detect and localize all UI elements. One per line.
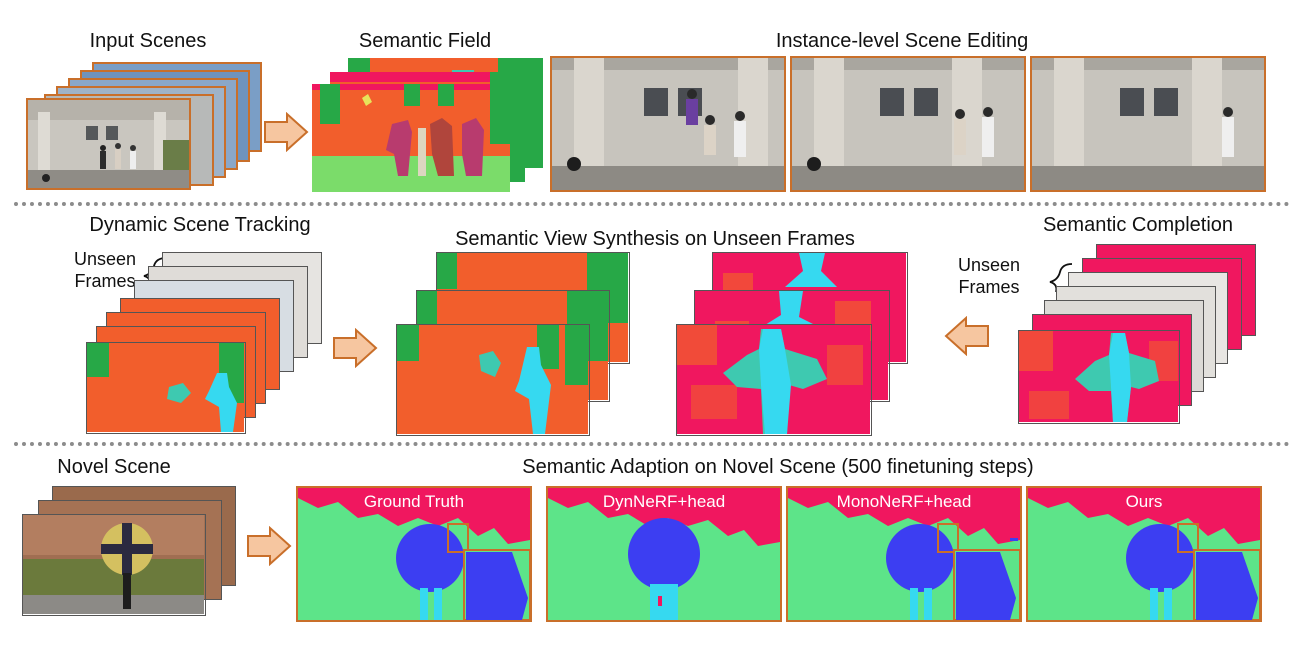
arrow-left-icon	[944, 316, 989, 356]
panel-title: DynNeRF+head	[602, 492, 726, 511]
input-scenes-label: Input Scenes	[89, 30, 207, 52]
panel-ground-truth: Ground Truth	[296, 486, 532, 622]
separator-2	[14, 442, 1290, 446]
tracking-frame-front	[86, 342, 246, 434]
semantic-completion-label: Semantic Completion	[1042, 214, 1234, 236]
arrow-right-icon	[247, 526, 292, 566]
novel-frame-front	[22, 514, 206, 616]
arrow-right-icon	[264, 112, 309, 152]
unseen-frames-left-label: Unseen Frames	[74, 249, 137, 291]
editing-frame-1	[550, 56, 786, 192]
input-frame-front	[26, 98, 191, 190]
dynamic-tracking-label: Dynamic Scene Tracking	[89, 214, 311, 236]
editing-frame-2	[790, 56, 1026, 192]
synthesis-frame-front	[396, 324, 590, 436]
instance-editing-label: Instance-level Scene Editing	[775, 30, 1029, 52]
editing-frame-3	[1030, 56, 1266, 192]
view-synthesis-label: Semantic View Synthesis on Unseen Frames	[455, 228, 855, 250]
panel-ours: Ours	[1026, 486, 1262, 622]
panel-dynnerf: DynNeRF+head	[546, 486, 782, 622]
separator-1	[14, 202, 1290, 206]
panel-title: MonoNeRF+head	[836, 492, 972, 511]
completion-frame-front	[1018, 330, 1180, 424]
arrow-right-icon	[333, 328, 378, 368]
brace-icon	[1049, 263, 1073, 293]
panel-mononerf: MonoNeRF+head	[786, 486, 1022, 622]
unseen-frames-right-label: Unseen Frames	[958, 255, 1021, 297]
panel-title: Ground Truth	[363, 492, 465, 511]
panel-title: Ours	[1125, 492, 1163, 511]
semantic-frame-front	[312, 84, 510, 192]
synthesis-pink-frame-front	[676, 324, 872, 436]
adaption-title-label: Semantic Adaption on Novel Scene (500 fi…	[522, 456, 1034, 478]
semantic-field-label: Semantic Field	[358, 30, 492, 52]
novel-scene-label: Novel Scene	[57, 456, 171, 478]
